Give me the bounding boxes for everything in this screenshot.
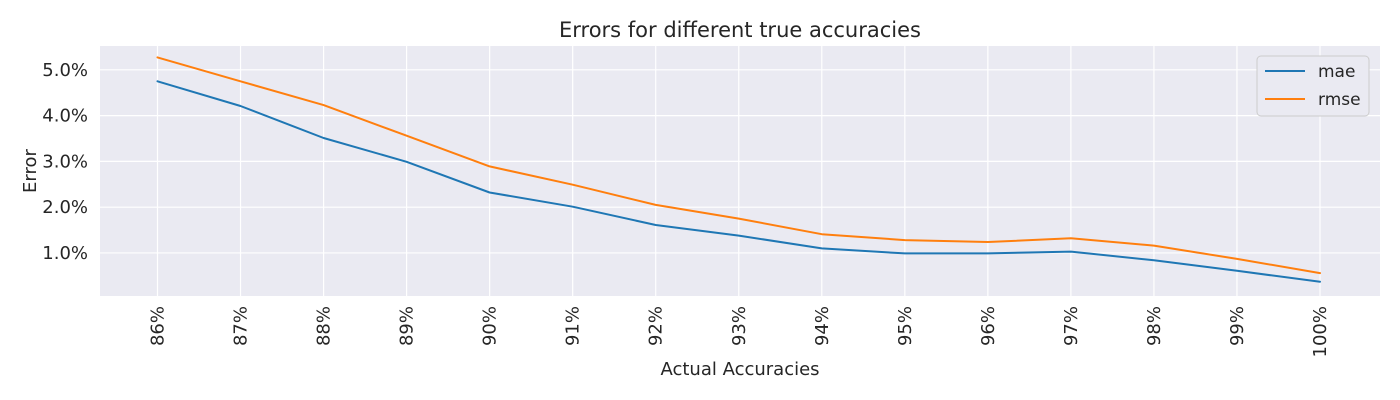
chart-title: Errors for different true accuracies <box>559 18 921 42</box>
x-tick-label: 87% <box>231 306 252 346</box>
legend: mae rmse <box>1256 55 1370 117</box>
x-tick-labels: 86% 87% 88% 89% 90% 91% 92% 93% 94% 95% 96% 97% 98% 9… <box>148 306 1332 357</box>
x-tick-label: 89% <box>397 306 418 346</box>
y-tick-label: 2.0% <box>42 197 88 218</box>
x-tick-label: 95% <box>895 306 916 346</box>
legend-mae-label: mae <box>1318 62 1355 82</box>
y-tick-label: 3.0% <box>42 151 88 172</box>
x-tick-label: 86% <box>148 306 169 346</box>
x-tick-label: 88% <box>314 306 335 346</box>
y-tick-label: 5.0% <box>42 60 88 81</box>
x-tick-label: 90% <box>480 306 501 346</box>
x-axis-label: Actual Accuracies <box>660 359 819 380</box>
y-tick-labels: 1.0% 2.0% 3.0% 4.0% 5.0% <box>42 60 88 264</box>
plot-background <box>100 46 1380 296</box>
x-tick-label: 91% <box>563 306 584 346</box>
series-line-mae <box>156 80 1321 283</box>
x-tick-label: 97% <box>1061 306 1082 346</box>
y-axis-label: Error <box>20 148 41 192</box>
x-tick-label: 92% <box>646 306 667 346</box>
x-tick-label: 100% <box>1310 306 1331 357</box>
x-tick-label: 93% <box>729 306 750 346</box>
series-line-rmse <box>156 56 1321 275</box>
legend-rmse-label: rmse <box>1318 90 1361 110</box>
grid-lines <box>100 46 1380 296</box>
y-tick-label: 1.0% <box>42 243 88 264</box>
y-tick-label: 4.0% <box>42 106 88 127</box>
x-tick-label: 96% <box>978 306 999 346</box>
series-layer <box>156 56 1321 283</box>
x-tick-label: 98% <box>1144 306 1165 346</box>
x-tick-label: 94% <box>812 306 833 346</box>
x-tick-label: 99% <box>1227 306 1248 346</box>
